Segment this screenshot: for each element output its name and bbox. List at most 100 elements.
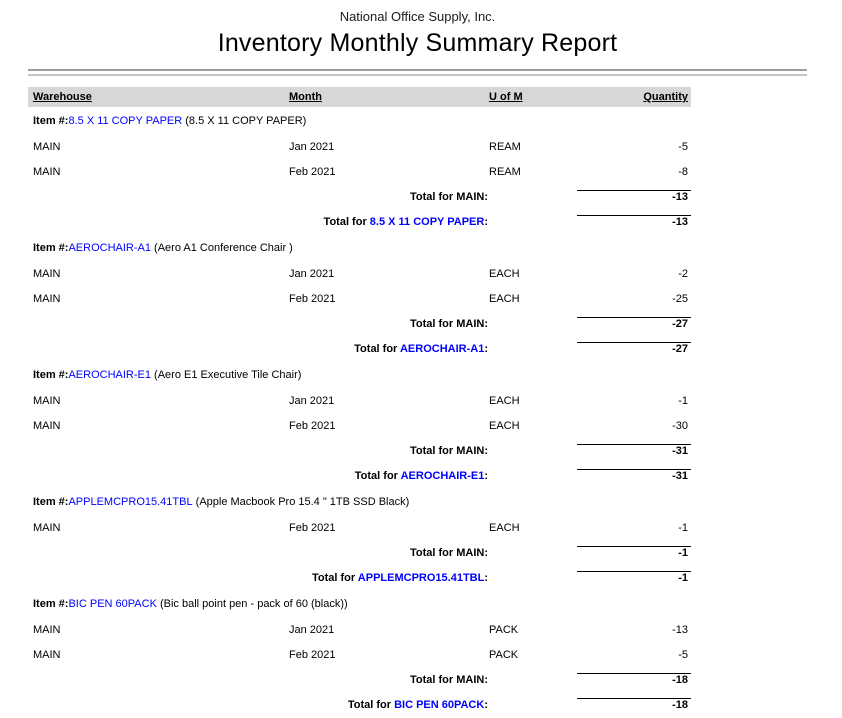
item-header-line: Item #: AEROCHAIR-A1 (Aero A1 Conference… — [33, 241, 293, 254]
table-row: MAIN Jan 2021 EACH -1 — [28, 388, 691, 413]
quantity-cell: -13 — [672, 623, 688, 636]
item-total-row: Total for BIC PEN 60PACK: -18 — [28, 692, 691, 717]
item-section: Item #: AEROCHAIR-A1 (Aero A1 Conference… — [28, 234, 691, 361]
item-total-code-link[interactable]: 8.5 X 11 COPY PAPER — [369, 215, 485, 228]
item-total-code-link[interactable]: APPLEMCPRO15.41TBL — [357, 571, 485, 584]
warehouse-total-label: Total for MAIN: — [409, 546, 488, 559]
report-body: Item #: 8.5 X 11 COPY PAPER (8.5 X 11 CO… — [28, 107, 807, 717]
table-row: MAIN Jan 2021 REAM -5 — [28, 134, 691, 159]
warehouse-total-row: Total for MAIN: -27 — [28, 311, 691, 336]
warehouse-total-quantity: -18 — [577, 673, 691, 686]
company-name: National Office Supply, Inc. — [339, 9, 496, 24]
month-cell: Feb 2021 — [289, 292, 336, 305]
item-total-code-link[interactable]: BIC PEN 60PACK — [394, 698, 485, 711]
uom-cell: PACK — [489, 648, 519, 661]
warehouse-total-label: Total for MAIN: — [409, 317, 488, 330]
uom-cell: REAM — [489, 165, 521, 178]
item-total-row: Total for AEROCHAIR-E1: -31 — [28, 463, 691, 488]
uom-cell: EACH — [489, 419, 520, 432]
warehouse-total-row: Total for MAIN: -13 — [28, 184, 691, 209]
table-row: MAIN Feb 2021 EACH -30 — [28, 413, 691, 438]
table-row: MAIN Feb 2021 PACK -5 — [28, 642, 691, 667]
uom-cell: EACH — [489, 394, 520, 407]
item-total-code-link[interactable]: AEROCHAIR-E1 — [400, 469, 485, 482]
item-total-quantity: -1 — [577, 571, 691, 584]
item-total-label: Total for APPLEMCPRO15.41TBL: — [311, 571, 488, 584]
item-code-link[interactable]: APPLEMCPRO15.41TBL — [68, 495, 193, 508]
uom-cell: EACH — [489, 521, 520, 534]
quantity-cell: -25 — [672, 292, 688, 305]
warehouse-total-label: Total for MAIN: — [409, 444, 488, 457]
item-section: Item #: AEROCHAIR-E1 (Aero E1 Executive … — [28, 361, 691, 488]
warehouse-cell: MAIN — [33, 292, 61, 305]
table-row: MAIN Feb 2021 REAM -8 — [28, 159, 691, 184]
column-header-quantity: Quantity — [643, 91, 688, 103]
uom-cell: PACK — [489, 623, 519, 636]
quantity-cell: -8 — [678, 165, 688, 178]
item-header-line: Item #: 8.5 X 11 COPY PAPER (8.5 X 11 CO… — [33, 114, 307, 127]
title-divider — [28, 69, 807, 76]
warehouse-total-row: Total for MAIN: -18 — [28, 667, 691, 692]
item-total-row: Total for APPLEMCPRO15.41TBL: -1 — [28, 565, 691, 590]
warehouse-total-quantity: -27 — [577, 317, 691, 330]
item-code-link[interactable]: BIC PEN 60PACK — [68, 597, 157, 610]
quantity-cell: -5 — [678, 140, 688, 153]
warehouse-cell: MAIN — [33, 419, 61, 432]
column-header-warehouse: Warehouse — [33, 91, 92, 103]
uom-cell: EACH — [489, 267, 520, 280]
warehouse-total-quantity: -1 — [577, 546, 691, 559]
warehouse-total-quantity: -13 — [577, 190, 691, 203]
month-cell: Feb 2021 — [289, 165, 336, 178]
report-content: National Office Supply, Inc. Inventory M… — [28, 0, 807, 717]
item-total-quantity: -13 — [577, 215, 691, 228]
month-cell: Jan 2021 — [289, 623, 335, 636]
item-total-quantity: -18 — [577, 698, 691, 711]
item-section: Item #: APPLEMCPRO15.41TBL (Apple Macboo… — [28, 488, 691, 590]
warehouse-cell: MAIN — [33, 648, 61, 661]
warehouse-cell: MAIN — [33, 165, 61, 178]
item-total-code-link[interactable]: AEROCHAIR-A1 — [399, 342, 485, 355]
item-section: Item #: 8.5 X 11 COPY PAPER (8.5 X 11 CO… — [28, 107, 691, 234]
item-code-link[interactable]: AEROCHAIR-E1 — [68, 368, 151, 381]
warehouse-cell: MAIN — [33, 140, 61, 153]
item-total-quantity: -31 — [577, 469, 691, 482]
warehouse-cell: MAIN — [33, 267, 61, 280]
item-code-link[interactable]: 8.5 X 11 COPY PAPER — [68, 114, 183, 127]
table-row: MAIN Jan 2021 EACH -2 — [28, 261, 691, 286]
column-header-uom: U of M — [489, 91, 523, 103]
item-section: Item #: BIC PEN 60PACK (Bic ball point p… — [28, 590, 691, 717]
quantity-cell: -1 — [678, 521, 688, 534]
month-cell: Feb 2021 — [289, 521, 336, 534]
item-number-label: Item #: — [33, 495, 69, 508]
item-total-label: Total for AEROCHAIR-E1: — [354, 469, 488, 482]
item-total-label: Total for 8.5 X 11 COPY PAPER: — [323, 215, 488, 228]
table-row: MAIN Feb 2021 EACH -25 — [28, 286, 691, 311]
month-cell: Jan 2021 — [289, 394, 335, 407]
table-header-row: Warehouse Month U of M Quantity — [28, 87, 691, 107]
column-header-month: Month — [289, 91, 322, 103]
item-number-label: Item #: — [33, 597, 69, 610]
warehouse-total-row: Total for MAIN: -31 — [28, 438, 691, 463]
month-cell: Feb 2021 — [289, 419, 336, 432]
item-total-label: Total for BIC PEN 60PACK: — [347, 698, 488, 711]
item-code-link[interactable]: AEROCHAIR-A1 — [68, 241, 151, 254]
uom-cell: REAM — [489, 140, 521, 153]
month-cell: Feb 2021 — [289, 648, 336, 661]
item-total-label: Total for AEROCHAIR-A1: — [354, 342, 488, 355]
warehouse-cell: MAIN — [33, 623, 61, 636]
table-row: MAIN Feb 2021 EACH -1 — [28, 515, 691, 540]
item-number-label: Item #: — [33, 368, 69, 381]
item-number-label: Item #: — [33, 241, 69, 254]
month-cell: Jan 2021 — [289, 267, 335, 280]
warehouse-total-label: Total for MAIN: — [409, 673, 488, 686]
warehouse-total-quantity: -31 — [577, 444, 691, 457]
uom-cell: EACH — [489, 292, 520, 305]
item-header-line: Item #: BIC PEN 60PACK (Bic ball point p… — [33, 597, 348, 610]
warehouse-cell: MAIN — [33, 521, 61, 534]
warehouse-total-row: Total for MAIN: -1 — [28, 540, 691, 565]
warehouse-cell: MAIN — [33, 394, 61, 407]
quantity-cell: -30 — [672, 419, 688, 432]
item-total-row: Total for AEROCHAIR-A1: -27 — [28, 336, 691, 361]
warehouse-total-label: Total for MAIN: — [409, 190, 488, 203]
